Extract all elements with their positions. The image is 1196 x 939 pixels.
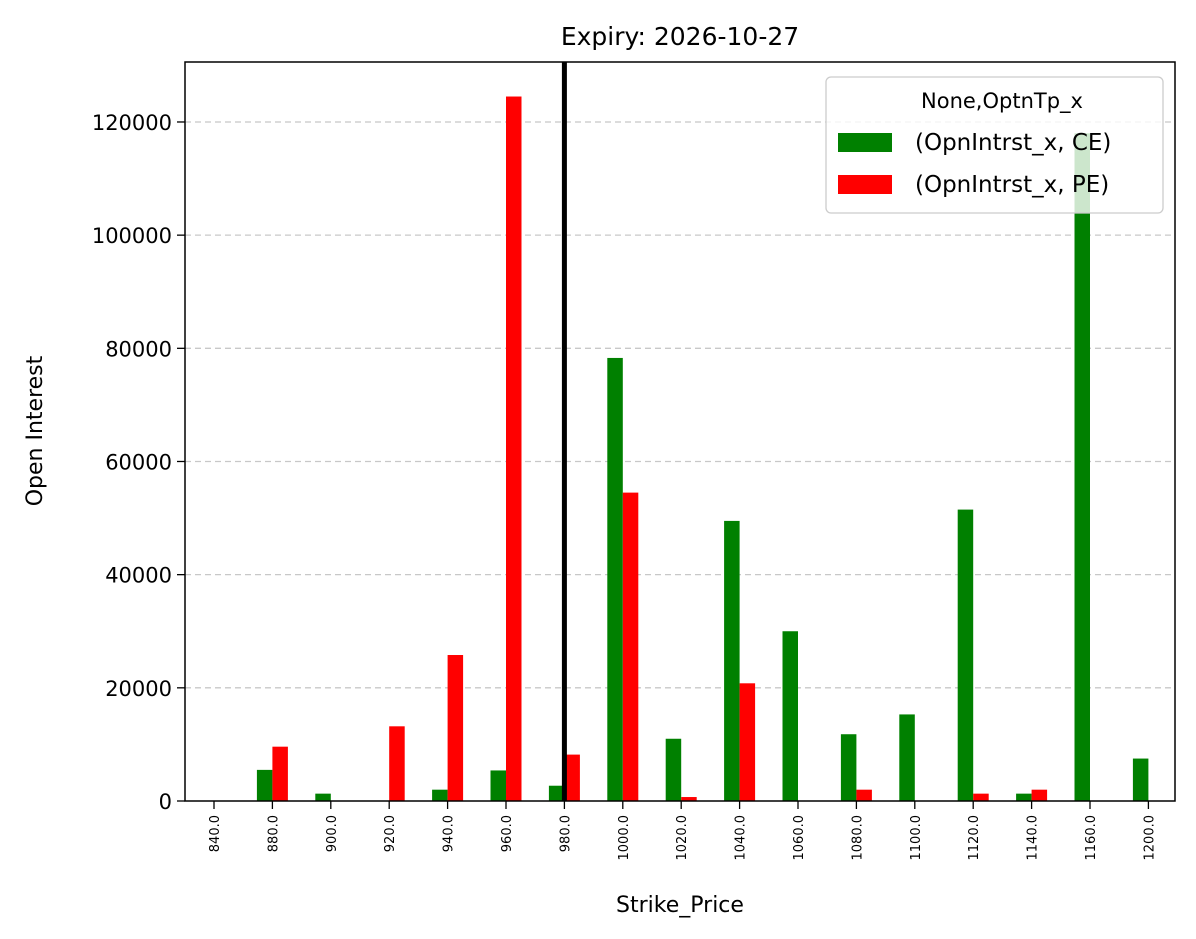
bar-ce-1000.0 [607, 357, 623, 801]
x-tick-label: 880.0 [266, 815, 281, 852]
x-tick-label: 1120.0 [967, 815, 982, 861]
bar-pe-1140.0 [1031, 789, 1048, 801]
bar-ce-900.0 [315, 793, 331, 801]
x-tick-label: 940.0 [442, 815, 457, 852]
y-axis-label: Open Interest [23, 355, 48, 506]
bar-ce-1040.0 [724, 520, 740, 801]
bar-pe-1040.0 [739, 683, 756, 801]
legend: None,OptnTp_x (OpnIntrst_x, CE) (OpnIntrst… [825, 76, 1164, 214]
bar-pe-1000.0 [622, 492, 639, 801]
x-tick-label: 900.0 [325, 815, 340, 852]
bars [256, 96, 1149, 801]
legend-label-ce: (OpnIntrst_x, CE) [915, 130, 1111, 156]
x-tick-label: 1040.0 [734, 815, 749, 861]
bar-ce-1080.0 [840, 734, 857, 801]
bar-pe-960.0 [506, 96, 522, 801]
bar-pe-880.0 [272, 746, 288, 801]
y-tick-label: 20000 [105, 677, 172, 701]
x-tick-label: 1100.0 [909, 815, 924, 861]
legend-swatch-pe [838, 175, 892, 194]
bar-ce-1100.0 [899, 714, 915, 801]
x-tick-label: 1140.0 [1026, 815, 1041, 861]
x-tick-label: 1000.0 [617, 815, 632, 861]
legend-label-pe: (OpnIntrst_x, PE) [915, 172, 1109, 198]
legend-box [825, 76, 1164, 214]
x-tick-label: 1020.0 [675, 815, 690, 861]
x-tick-label: 920.0 [383, 815, 398, 852]
bar-ce-1120.0 [957, 509, 974, 801]
bar-pe-920.0 [389, 726, 405, 801]
y-tick-label: 100000 [92, 224, 172, 248]
bar-pe-1080.0 [856, 789, 872, 801]
x-tick-label: 1200.0 [1142, 815, 1157, 861]
x-tick-label: 980.0 [558, 815, 573, 852]
y-tick-label: 40000 [105, 564, 172, 588]
x-axis-label: Strike_Price [616, 893, 744, 918]
x-tick-label: 840.0 [208, 815, 223, 852]
x-tick-label: 1080.0 [850, 815, 865, 861]
y-axis: 0 20000 40000 60000 80000 100000 120000 [92, 111, 185, 814]
legend-swatch-ce [838, 133, 892, 152]
bar-pe-1020.0 [681, 797, 697, 801]
bar-pe-940.0 [447, 655, 464, 801]
bar-ce-1200.0 [1132, 758, 1149, 801]
x-tick-label: 960.0 [500, 815, 515, 852]
bar-ce-940.0 [432, 789, 448, 801]
y-tick-label: 0 [159, 790, 172, 814]
bar-ce-1020.0 [665, 738, 682, 801]
bar-ce-1160.0 [1074, 133, 1090, 801]
bar-ce-880.0 [256, 769, 273, 801]
legend-title: None,OptnTp_x [921, 89, 1083, 114]
plot-frame [184, 61, 1176, 802]
bar-ce-1140.0 [1016, 793, 1032, 801]
y-tick-label: 60000 [105, 450, 172, 474]
y-tick-label: 120000 [92, 111, 172, 135]
x-tick-label: 1160.0 [1084, 815, 1099, 861]
bar-pe-980.0 [564, 754, 580, 801]
x-axis: 840.0 880.0 900.0 920.0 940.0 960.0 980.0 1000.… [208, 801, 1157, 861]
bar-ce-980.0 [548, 785, 565, 801]
x-tick-label: 1060.0 [792, 815, 807, 861]
chart-title: Expiry: 2026-10-27 [561, 22, 799, 51]
bar-ce-960.0 [490, 770, 506, 801]
y-tick-label: 80000 [105, 337, 172, 361]
bar-ce-1060.0 [782, 631, 798, 801]
bar-pe-1120.0 [973, 793, 989, 801]
